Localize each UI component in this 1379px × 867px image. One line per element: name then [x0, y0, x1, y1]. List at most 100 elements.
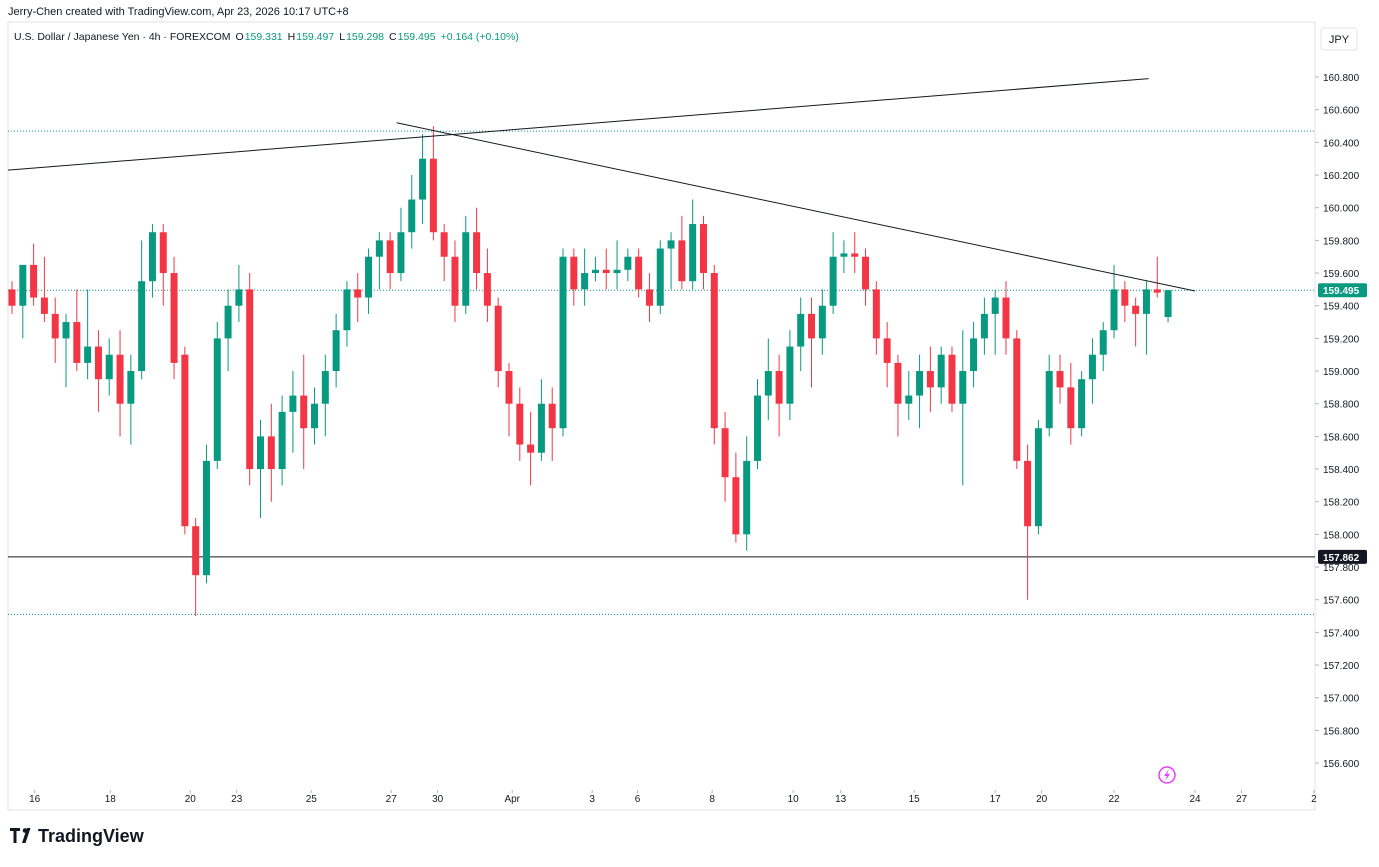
candle-body [462, 232, 470, 306]
y-tick-label: 160.800 [1323, 73, 1360, 84]
trend-line [7, 78, 1149, 171]
x-tick-label: Apr [504, 794, 520, 805]
candle-body [181, 354, 189, 527]
price-badge [1318, 283, 1367, 298]
x-tick-label: 22 [1108, 794, 1120, 805]
y-tick-label: 160.000 [1323, 204, 1360, 215]
y-tick-label: 157.200 [1323, 661, 1360, 672]
y-tick-label: 160.200 [1323, 171, 1360, 182]
flash-icon[interactable] [1158, 766, 1176, 784]
candle-body [419, 158, 427, 200]
candle-body [1002, 297, 1010, 339]
candle-body [267, 436, 275, 470]
legend-close: 159.495 [398, 31, 436, 43]
candle-body [483, 273, 491, 306]
candle-body [148, 232, 156, 282]
x-tick-label: 3 [589, 794, 595, 805]
legend: U.S. Dollar / Japanese Yen · 4h · FOREXC… [14, 31, 519, 43]
x-tick-label: 27 [386, 794, 398, 805]
x-tick-label: 30 [432, 794, 444, 805]
y-tick-label: 157.400 [1323, 628, 1360, 639]
candle-body [1024, 460, 1032, 527]
x-tick-label: 24 [1190, 794, 1202, 805]
candle-body [905, 395, 913, 404]
candle-body [970, 338, 978, 372]
y-tick-label: 158.600 [1323, 432, 1360, 443]
candle-body [300, 395, 308, 429]
candle-body [386, 240, 394, 274]
candle-body [635, 256, 643, 290]
candle-body [473, 232, 481, 274]
candle-body [365, 256, 373, 298]
price-badge-label: 157.862 [1323, 553, 1360, 564]
y-tick-label: 159.400 [1323, 302, 1360, 313]
flash-bolt [1164, 769, 1170, 781]
brand: TradingView [38, 826, 145, 846]
candle-body [624, 256, 632, 270]
legend-high: 159.497 [296, 31, 334, 43]
y-tick-label: 156.600 [1323, 759, 1360, 770]
x-tick-label: 25 [306, 794, 318, 805]
y-tick-label: 157.800 [1323, 563, 1360, 574]
candle-body [19, 264, 27, 306]
currency-button[interactable] [1320, 27, 1358, 51]
legend-c-label: C [389, 31, 397, 43]
legend-symbol: U.S. Dollar / Japanese Yen · 4h · FOREXC… [14, 31, 231, 43]
candle-body [1132, 305, 1140, 314]
candle-body [51, 313, 59, 339]
candle-body [224, 305, 232, 339]
legend-o-label: O [236, 31, 244, 43]
candle-body [1142, 289, 1150, 314]
x-tick-label: 8 [709, 794, 715, 805]
candle-body [30, 264, 38, 298]
y-tick-label: 160.400 [1323, 138, 1360, 149]
y-tick-label: 159.200 [1323, 334, 1360, 345]
candle-body [764, 371, 772, 396]
candle-body [602, 269, 610, 274]
candle-body [505, 371, 513, 404]
candle-body [235, 289, 243, 306]
candle-body [527, 444, 535, 453]
candle-body [937, 354, 945, 388]
legend-change: +0.164 (+0.10%) [441, 31, 519, 43]
credit: Jerry-Chen created with TradingView.com,… [8, 6, 349, 18]
candle-body [138, 281, 146, 372]
y-tick-label: 159.600 [1323, 269, 1360, 280]
y-tick-label: 156.800 [1323, 726, 1360, 737]
candle-body [516, 403, 524, 445]
candle-body [851, 253, 859, 257]
y-tick-label: 158.000 [1323, 530, 1360, 541]
candle-body [818, 305, 826, 339]
x-tick-label: 23 [231, 794, 243, 805]
candle-body [127, 371, 135, 404]
candle-body [1121, 289, 1129, 306]
candle-body [991, 297, 999, 314]
candle-body [926, 371, 934, 388]
logo [10, 828, 31, 843]
candle-body [948, 354, 956, 404]
candle-body [916, 371, 924, 396]
candle-body [829, 256, 837, 306]
x-tick-label: 2 [1311, 794, 1317, 805]
candle-body [689, 224, 697, 282]
price-badge-label: 159.495 [1323, 286, 1360, 297]
candle-body [354, 289, 362, 298]
x-tick-label: 27 [1236, 794, 1248, 805]
candle-body [537, 403, 545, 453]
candle-body [656, 248, 664, 306]
x-tick-label: 18 [105, 794, 117, 805]
trend-line [396, 122, 1196, 292]
x-tick-label: 20 [1036, 794, 1048, 805]
logo-dot [22, 828, 28, 833]
candle-body [8, 289, 16, 306]
x-tick-label: 10 [788, 794, 800, 805]
y-tick-label: 159.000 [1323, 367, 1360, 378]
candle-body [548, 403, 556, 429]
candle-body [743, 460, 751, 535]
y-tick-label: 158.800 [1323, 400, 1360, 411]
candle-body [311, 403, 319, 429]
x-tick-label: 6 [635, 794, 641, 805]
candle-body [753, 395, 761, 461]
candle-body [1056, 371, 1064, 388]
currency-label: JPY [1329, 34, 1350, 46]
